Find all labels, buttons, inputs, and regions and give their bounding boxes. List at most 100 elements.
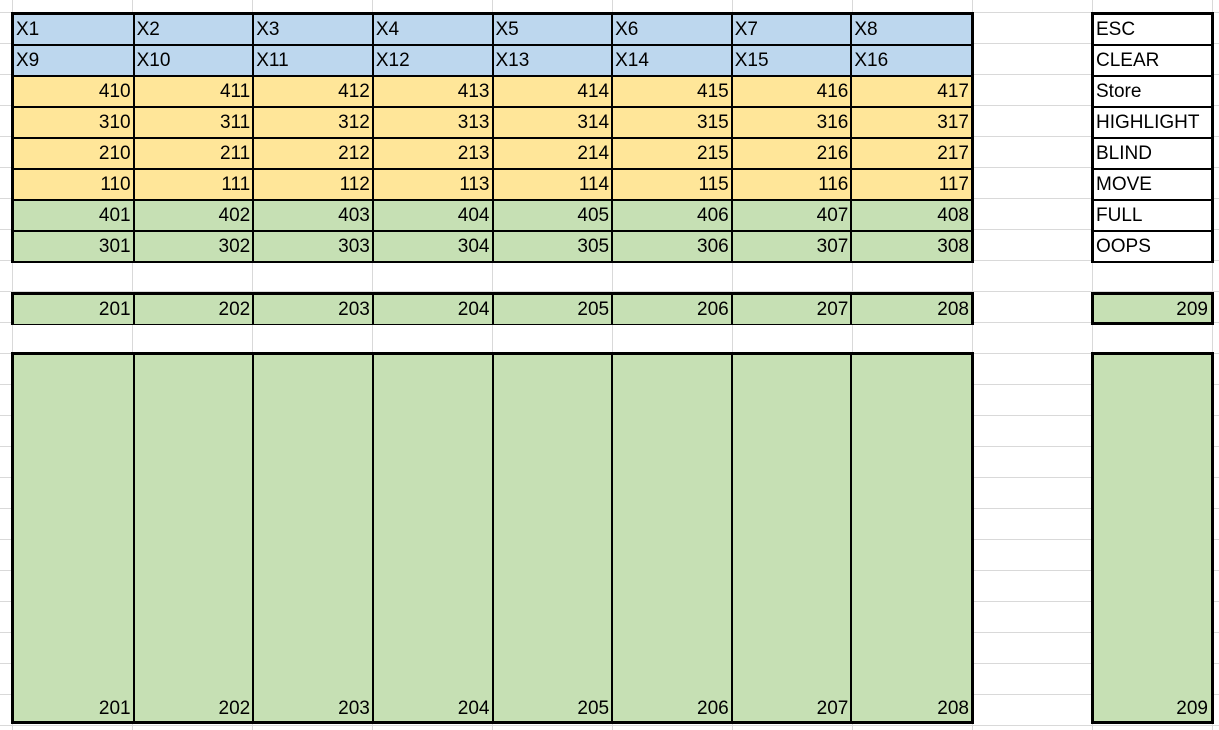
fader[interactable]: 202 bbox=[132, 355, 255, 721]
green-cell[interactable]: 302 bbox=[132, 230, 255, 261]
header-cell[interactable]: X2 bbox=[132, 15, 255, 46]
header-cell[interactable]: X4 bbox=[371, 15, 494, 46]
command-button[interactable]: MOVE bbox=[1094, 168, 1211, 201]
fader-bank: 201 202 203 204 205 206 207 208 bbox=[11, 352, 974, 724]
fader[interactable]: 207 bbox=[730, 355, 853, 721]
yellow-cell[interactable]: 210 bbox=[14, 137, 135, 170]
header-cell[interactable]: X9 bbox=[14, 44, 135, 77]
green-cell[interactable]: 307 bbox=[730, 230, 853, 261]
green-cell[interactable]: 401 bbox=[14, 199, 135, 232]
green-cell[interactable]: 303 bbox=[252, 230, 374, 261]
green-cell[interactable]: 408 bbox=[850, 199, 971, 232]
green-cell[interactable]: 403 bbox=[252, 199, 374, 232]
yellow-cell[interactable]: 114 bbox=[491, 168, 614, 201]
command-button[interactable]: BLIND bbox=[1094, 137, 1211, 170]
flash-button[interactable]: 207 bbox=[730, 295, 853, 324]
yellow-cell[interactable]: 117 bbox=[850, 168, 971, 201]
header-row: X9 X10 X11 X12 X13 X14 X15 X16 bbox=[14, 44, 971, 77]
yellow-cell[interactable]: 217 bbox=[850, 137, 971, 170]
green-cell[interactable]: 301 bbox=[14, 230, 135, 261]
flash-button[interactable]: 203 bbox=[252, 295, 374, 324]
header-cell[interactable]: X6 bbox=[611, 15, 733, 46]
header-cell[interactable]: X13 bbox=[491, 44, 614, 77]
header-cell[interactable]: X16 bbox=[850, 44, 971, 77]
flash-button[interactable]: 208 bbox=[850, 295, 971, 324]
yellow-cell[interactable]: 417 bbox=[850, 75, 971, 108]
yellow-cell[interactable]: 213 bbox=[371, 137, 494, 170]
fader[interactable]: 206 bbox=[611, 355, 733, 721]
yellow-cell[interactable]: 314 bbox=[491, 106, 614, 139]
button-row-cells: 201 202 203 204 205 206 207 208 bbox=[14, 295, 971, 324]
fader[interactable]: 208 bbox=[850, 355, 971, 721]
flash-button[interactable]: 204 bbox=[371, 295, 494, 324]
command-button[interactable]: FULL bbox=[1094, 199, 1211, 232]
header-cell[interactable]: X15 bbox=[730, 44, 853, 77]
command-button[interactable]: OOPS bbox=[1094, 230, 1211, 261]
green-cell[interactable]: 406 bbox=[611, 199, 733, 232]
green-cell[interactable]: 304 bbox=[371, 230, 494, 261]
yellow-cell[interactable]: 111 bbox=[132, 168, 255, 201]
flash-button[interactable]: 202 bbox=[132, 295, 255, 324]
yellow-cell[interactable]: 411 bbox=[132, 75, 255, 108]
green-cell[interactable]: 308 bbox=[850, 230, 971, 261]
header-cell[interactable]: X1 bbox=[14, 15, 135, 46]
yellow-cell[interactable]: 312 bbox=[252, 106, 374, 139]
fader-209-label: 209 bbox=[1176, 698, 1208, 719]
flash-button[interactable]: 201 bbox=[14, 295, 135, 324]
command-button[interactable]: HIGHLIGHT bbox=[1094, 106, 1211, 139]
yellow-cell[interactable]: 315 bbox=[611, 106, 733, 139]
header-cell[interactable]: X12 bbox=[371, 44, 494, 77]
fader[interactable]: 203 bbox=[252, 355, 374, 721]
header-cell[interactable]: X3 bbox=[252, 15, 374, 46]
command-button[interactable]: Store bbox=[1094, 75, 1211, 108]
yellow-cell[interactable]: 215 bbox=[611, 137, 733, 170]
header-cell[interactable]: X8 bbox=[850, 15, 971, 46]
yellow-cell[interactable]: 415 bbox=[611, 75, 733, 108]
yellow-cell[interactable]: 115 bbox=[611, 168, 733, 201]
fader-209[interactable]: 209 bbox=[1091, 352, 1214, 724]
yellow-cell[interactable]: 214 bbox=[491, 137, 614, 170]
yellow-cell[interactable]: 211 bbox=[132, 137, 255, 170]
yellow-cell[interactable]: 313 bbox=[371, 106, 494, 139]
header-row: X1 X2 X3 X4 X5 X6 X7 X8 bbox=[14, 15, 971, 46]
yellow-cell[interactable]: 416 bbox=[730, 75, 853, 108]
yellow-cell[interactable]: 316 bbox=[730, 106, 853, 139]
green-cell[interactable]: 402 bbox=[132, 199, 255, 232]
yellow-cell[interactable]: 413 bbox=[371, 75, 494, 108]
flash-button[interactable]: 206 bbox=[611, 295, 733, 324]
flash-button[interactable]: 205 bbox=[491, 295, 614, 324]
yellow-cell[interactable]: 112 bbox=[252, 168, 374, 201]
button-209[interactable]: 209 bbox=[1091, 292, 1214, 325]
header-cell[interactable]: X11 bbox=[252, 44, 374, 77]
header-cell[interactable]: X7 bbox=[730, 15, 853, 46]
command-row: HIGHLIGHT bbox=[1094, 106, 1211, 139]
button-row-table: 201 202 203 204 205 206 207 208 bbox=[14, 295, 971, 324]
command-button[interactable]: ESC bbox=[1094, 15, 1211, 46]
yellow-cell[interactable]: 311 bbox=[132, 106, 255, 139]
yellow-cell[interactable]: 412 bbox=[252, 75, 374, 108]
green-cell[interactable]: 404 bbox=[371, 199, 494, 232]
yellow-cell[interactable]: 216 bbox=[730, 137, 853, 170]
yellow-cell[interactable]: 310 bbox=[14, 106, 135, 139]
header-cell[interactable]: X5 bbox=[491, 15, 614, 46]
yellow-row: 310 311 312 313 314 315 316 317 bbox=[14, 106, 971, 139]
fader[interactable]: 205 bbox=[491, 355, 614, 721]
yellow-cell[interactable]: 212 bbox=[252, 137, 374, 170]
command-button[interactable]: CLEAR bbox=[1094, 44, 1211, 77]
green-row: 301 302 303 304 305 306 307 308 bbox=[14, 230, 971, 261]
fader[interactable]: 204 bbox=[371, 355, 494, 721]
green-cell[interactable]: 305 bbox=[491, 230, 614, 261]
header-cell[interactable]: X10 bbox=[132, 44, 255, 77]
yellow-cell[interactable]: 410 bbox=[14, 75, 135, 108]
green-cell[interactable]: 407 bbox=[730, 199, 853, 232]
fader[interactable]: 201 bbox=[14, 355, 135, 721]
green-cell[interactable]: 405 bbox=[491, 199, 614, 232]
green-cell[interactable]: 306 bbox=[611, 230, 733, 261]
yellow-cell[interactable]: 414 bbox=[491, 75, 614, 108]
yellow-cell[interactable]: 116 bbox=[730, 168, 853, 201]
yellow-cell[interactable]: 317 bbox=[850, 106, 971, 139]
yellow-cell[interactable]: 113 bbox=[371, 168, 494, 201]
header-cell[interactable]: X14 bbox=[611, 44, 733, 77]
command-row: OOPS bbox=[1094, 230, 1211, 261]
yellow-cell[interactable]: 110 bbox=[14, 168, 135, 201]
